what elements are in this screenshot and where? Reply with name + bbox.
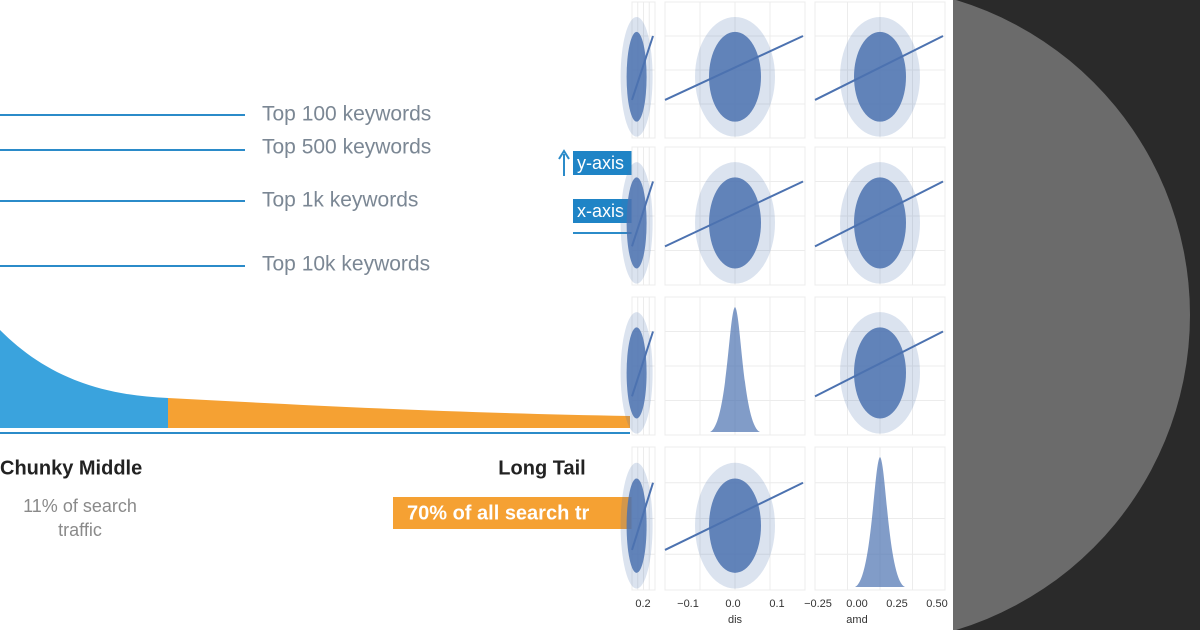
chunky-caption: traffic	[58, 520, 102, 540]
tail-banner-text: 70% of all search tr	[407, 502, 590, 524]
x-tick-label: 0.25	[886, 598, 907, 610]
x-axis-label: amd	[846, 614, 867, 626]
point-cloud	[709, 177, 761, 269]
x-axis-label: dis	[728, 614, 743, 626]
x-tick-label: 0.00	[846, 598, 867, 610]
gray-circle	[953, 0, 1190, 630]
point-cloud-halo	[695, 16, 775, 137]
x-tick-label: 0.0	[725, 598, 740, 610]
x-tick-label: 0.2	[635, 598, 650, 610]
histogram	[710, 307, 760, 432]
point-cloud-halo	[695, 162, 775, 284]
fit-line	[814, 330, 944, 398]
x-tick-label: 0.1	[769, 598, 784, 610]
y-axis-text: y-axis	[577, 153, 624, 173]
chunky-caption: 11% of search	[23, 496, 137, 516]
point-cloud-halo	[620, 162, 653, 284]
tail-banner	[393, 497, 632, 529]
point-cloud-halo	[840, 312, 920, 434]
fit-line	[814, 35, 944, 101]
tail-area	[168, 398, 630, 428]
point-cloud	[854, 177, 906, 269]
fit-line	[631, 181, 654, 247]
point-cloud-halo	[840, 162, 920, 284]
point-cloud-halo	[620, 462, 653, 589]
fit-line	[664, 481, 804, 551]
fit-line	[664, 35, 804, 101]
fit-line	[631, 35, 654, 101]
fit-line	[631, 331, 654, 397]
fit-line	[814, 180, 944, 248]
point-cloud-halo	[840, 16, 920, 137]
point-cloud	[854, 31, 906, 122]
chunky-title: Chunky Middle	[0, 457, 142, 479]
keyword-label: Top 10k keywords	[262, 253, 430, 276]
y-axis-tag	[573, 151, 632, 175]
fit-line	[631, 482, 654, 551]
tail-title: Long Tail	[498, 457, 585, 479]
x-axis-text: x-axis	[577, 201, 624, 221]
point-cloud-halo	[620, 16, 653, 137]
keyword-label: Top 500 keywords	[262, 136, 431, 159]
histogram	[855, 457, 905, 587]
x-tick-label: 0.50	[926, 598, 947, 610]
fit-line	[664, 180, 804, 248]
head-area	[0, 330, 168, 428]
point-cloud-halo	[620, 312, 653, 434]
keyword-label: Top 100 keywords	[262, 103, 431, 126]
point-cloud	[854, 327, 906, 419]
keyword-label: Top 1k keywords	[262, 189, 418, 212]
x-tick-label: −0.25	[804, 598, 832, 610]
pair-cells	[620, 1, 946, 591]
point-cloud	[709, 478, 761, 573]
point-cloud-halo	[695, 462, 775, 589]
y-arrow-head	[558, 149, 570, 160]
keyword-lines	[0, 114, 245, 267]
x-tick-label: −0.1	[677, 598, 699, 610]
x-axis-tag	[573, 199, 632, 223]
point-cloud	[709, 31, 761, 122]
